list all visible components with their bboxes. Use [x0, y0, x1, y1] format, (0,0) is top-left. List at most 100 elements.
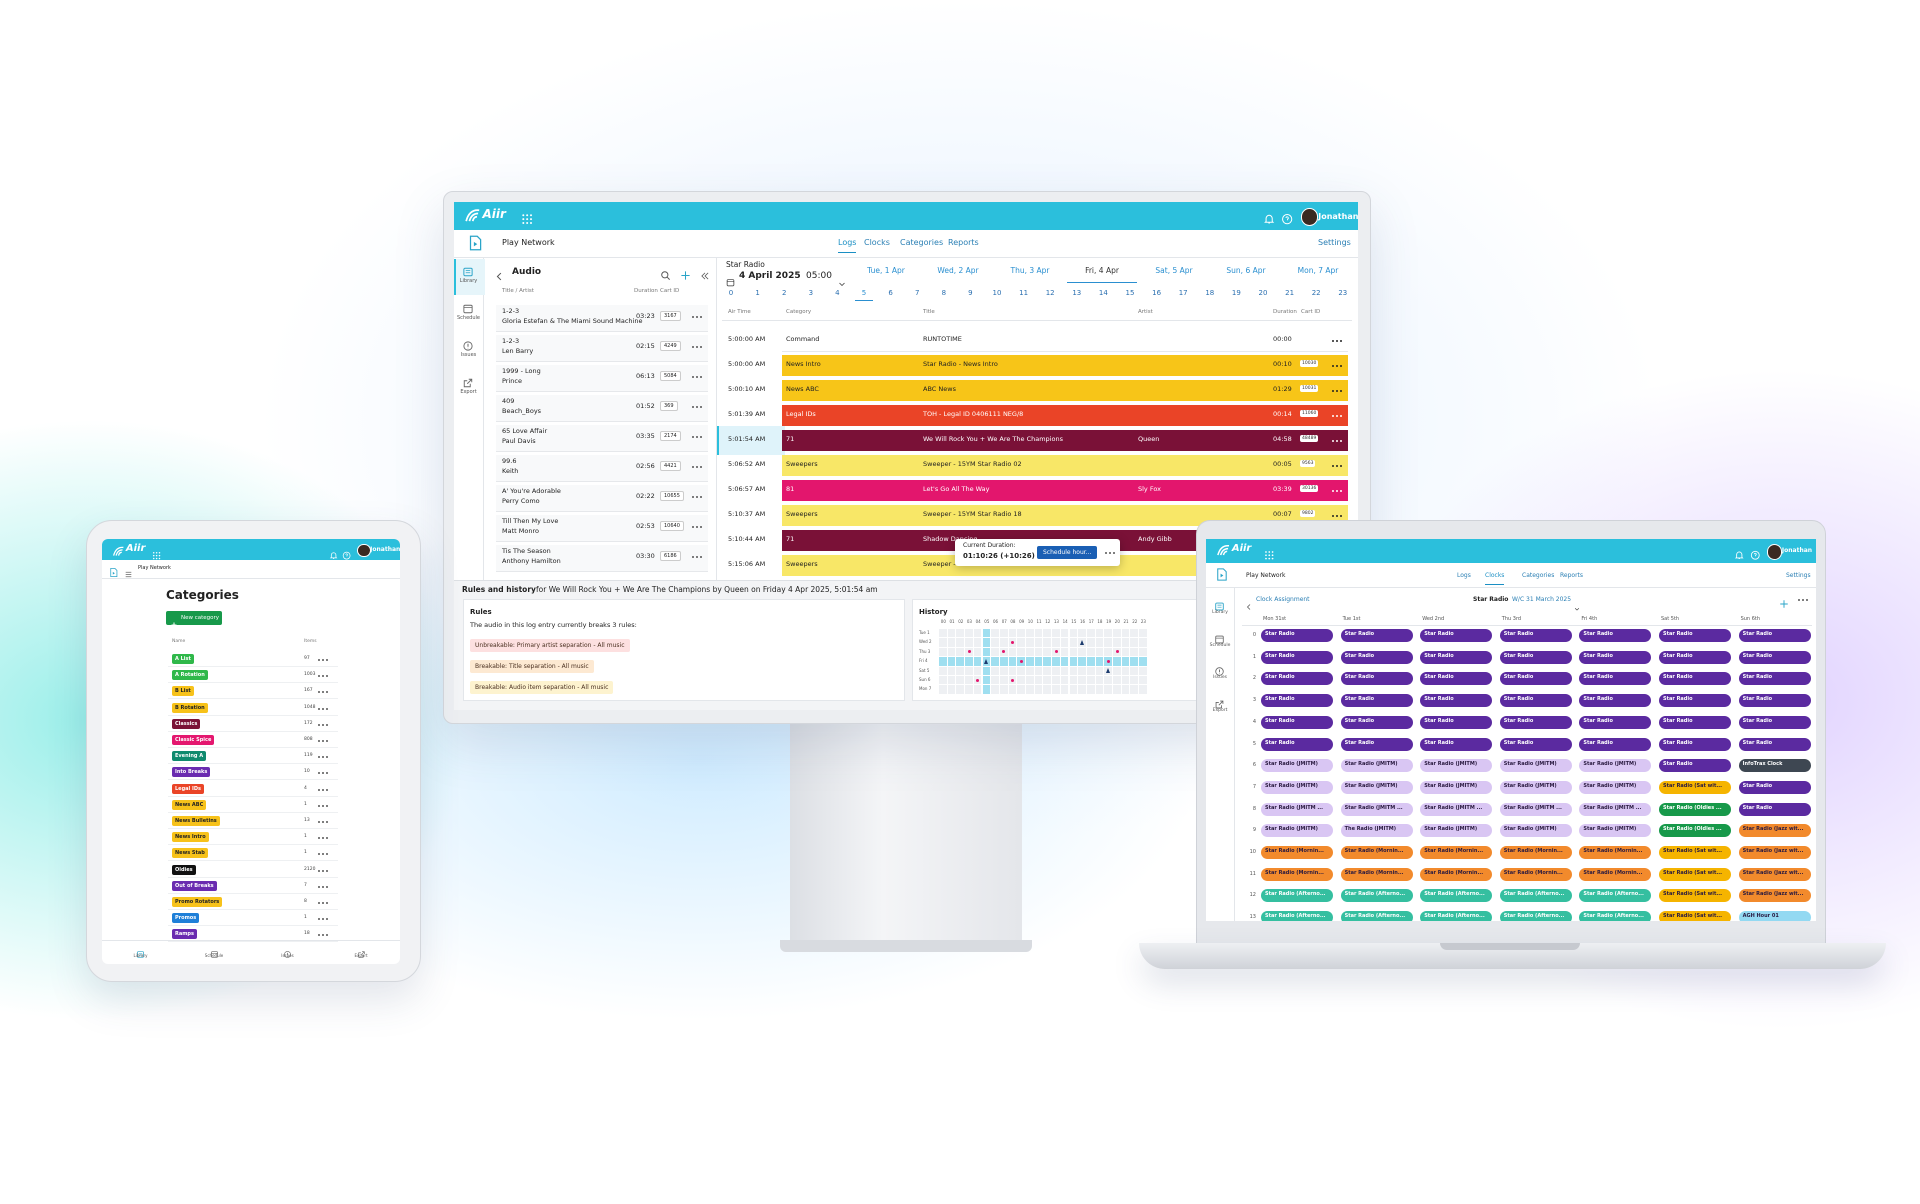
clock-pill[interactable]: Star Radio (Sat wit... — [1659, 846, 1731, 859]
search-button[interactable] — [660, 266, 671, 280]
more-button[interactable] — [692, 465, 702, 469]
log-time[interactable]: 05:00 — [806, 271, 832, 281]
sidebar-label[interactable]: Schedule — [1209, 642, 1231, 648]
avatar[interactable] — [1300, 208, 1319, 226]
more-button[interactable] — [318, 788, 328, 792]
hour-tab[interactable]: 12 — [1045, 289, 1055, 297]
nav-tab[interactable]: Categories — [1522, 572, 1555, 579]
nav-tab[interactable]: Reports — [1560, 572, 1584, 579]
category-tag[interactable]: Promo Rotators — [172, 897, 223, 907]
hour-tab[interactable]: 1 — [755, 289, 760, 297]
clock-pill[interactable]: Star Radio — [1499, 672, 1572, 686]
clock-pill[interactable]: Star Radio — [1659, 737, 1731, 751]
clock-pill[interactable]: Star Radio (JMITM) — [1579, 759, 1652, 773]
more-button[interactable] — [318, 771, 328, 775]
clock-pill[interactable]: Star Radio (Sat wit... — [1659, 867, 1731, 881]
clock-pill[interactable]: Star Radio (JMITM) — [1579, 824, 1652, 838]
settings-link[interactable]: Settings — [1786, 572, 1811, 579]
sidebar-label[interactable]: Export — [460, 389, 477, 395]
more-button[interactable] — [692, 345, 702, 349]
sidebar-label[interactable]: Library — [459, 278, 478, 284]
category-tag[interactable]: B List — [172, 686, 194, 697]
clock-pill[interactable]: Star Radio (JMITM) — [1499, 780, 1572, 794]
log-entry[interactable]: Sweepers Sweeper - 15YM Star Radio 02 00:0… — [782, 455, 1348, 476]
hour-tab[interactable]: 14 — [1098, 289, 1108, 297]
clock-pill[interactable]: Star Radio (JMITM) — [1340, 780, 1413, 794]
clock-pill[interactable]: Star Radio — [1261, 715, 1333, 729]
clock-pill[interactable]: Star Radio (Mornin... — [1340, 867, 1413, 881]
clock-pill[interactable]: Star Radio (Sat wit... — [1659, 911, 1731, 921]
notifications[interactable] — [329, 545, 338, 559]
nav-tab[interactable]: Logs — [838, 238, 857, 253]
more-button[interactable] — [318, 658, 328, 662]
hour-tab[interactable]: 7 — [914, 289, 920, 297]
more-button[interactable] — [318, 836, 328, 840]
day-tab[interactable]: Sat, 5 Apr — [1155, 266, 1193, 275]
category-tag[interactable]: Classic Spice — [172, 735, 215, 745]
more-button[interactable] — [692, 315, 702, 319]
nav-label[interactable]: Export — [354, 953, 368, 958]
day-tab[interactable]: Tue, 1 Apr — [867, 266, 905, 275]
clock-pill[interactable]: Star Radio (Oldies ... — [1659, 802, 1731, 816]
clock-pill[interactable]: Star Radio (Afterno... — [1420, 911, 1493, 921]
clock-pill[interactable]: Star Radio (Afterno... — [1261, 889, 1333, 903]
more-button[interactable] — [318, 674, 328, 678]
category-tag[interactable]: News Stab — [172, 848, 208, 859]
user-name[interactable]: Jonathan — [1781, 547, 1813, 555]
hour-tab[interactable]: 4 — [835, 289, 840, 297]
category-tag[interactable]: News ABC — [172, 799, 207, 810]
clock-pill[interactable]: Star Radio — [1738, 694, 1811, 708]
new-category-button[interactable]: New category — [166, 611, 222, 628]
clock-pill[interactable]: Star Radio — [1420, 715, 1493, 729]
clock-pill[interactable]: Star Radio — [1340, 694, 1413, 708]
category-tag[interactable]: News Intro — [172, 832, 209, 843]
category-tag[interactable]: B Rotation — [172, 702, 208, 713]
clock-pill[interactable]: Star Radio (JMITM ... — [1499, 802, 1572, 816]
more-button[interactable] — [318, 901, 328, 905]
more-button[interactable] — [1332, 364, 1342, 368]
clock-pill[interactable]: Star Radio (Afterno... — [1261, 911, 1333, 921]
more-button[interactable] — [1332, 439, 1342, 443]
category-tag[interactable]: Ramps — [172, 929, 197, 940]
log-entry[interactable]: 71 We Will Rock You + We Are The Champion… — [782, 430, 1348, 451]
clock-pill[interactable]: Star Radio — [1579, 672, 1652, 686]
nav-icon[interactable] — [283, 944, 292, 958]
date-chevron[interactable] — [838, 273, 846, 287]
more-button[interactable] — [318, 739, 328, 743]
clock-pill[interactable]: Star Radio (Mornin... — [1420, 846, 1493, 859]
clock-pill[interactable]: Star Radio (Jazz wit... — [1738, 889, 1811, 903]
sidebar-label[interactable]: Library — [1212, 610, 1228, 615]
clock-pill[interactable]: Star Radio (Mornin... — [1420, 867, 1493, 881]
avatar[interactable] — [1766, 544, 1783, 560]
clock-pill[interactable]: The Radio (JMITM) — [1340, 824, 1413, 838]
more-button[interactable] — [318, 869, 328, 873]
sidebar-icon[interactable] — [1214, 662, 1225, 676]
category-tag[interactable]: A Rotation — [172, 670, 208, 681]
clock-pill[interactable]: Star Radio (JMITM) — [1261, 759, 1333, 773]
clock-pill[interactable]: Star Radio (Mornin... — [1579, 867, 1652, 881]
clock-pill[interactable]: Star Radio — [1340, 629, 1413, 642]
hour-tab[interactable]: 17 — [1178, 289, 1188, 297]
more-button[interactable] — [318, 885, 328, 889]
clock-pill[interactable]: Star Radio — [1579, 650, 1652, 664]
category-tag[interactable]: Oldies — [172, 864, 196, 875]
category-tag[interactable]: Classics — [172, 718, 201, 729]
log-entry[interactable]: Legal IDs TOH - Legal ID 0406111 NEG/8 00:… — [782, 405, 1348, 426]
audio-item[interactable]: A' You're Adorable Perry Como 02:22 10655 — [496, 485, 708, 512]
clock-pill[interactable]: Star Radio (Sat wit... — [1659, 889, 1731, 903]
clock-pill[interactable]: Star Radio — [1499, 715, 1572, 729]
nav-tab[interactable]: Clocks — [864, 238, 890, 247]
more-button[interactable] — [318, 804, 328, 808]
clock-pill[interactable]: Star Radio (Sat wit... — [1659, 780, 1731, 794]
add-button[interactable] — [680, 266, 691, 280]
clock-pill[interactable]: Star Radio (Afterno... — [1499, 911, 1572, 921]
more-button[interactable] — [1332, 414, 1342, 418]
clock-pill[interactable]: Star Radio — [1261, 672, 1333, 686]
category-tag[interactable]: Into Breaks — [172, 767, 211, 778]
back-button[interactable] — [1245, 596, 1253, 610]
sidebar-icon[interactable] — [1214, 695, 1225, 708]
log-entry[interactable]: News ABC ABC News 01:29 10031 — [782, 380, 1348, 401]
avatar[interactable] — [356, 543, 371, 558]
clock-pill[interactable]: Star Radio (Mornin... — [1499, 846, 1572, 859]
sidebar-label[interactable]: Export — [1212, 707, 1228, 713]
